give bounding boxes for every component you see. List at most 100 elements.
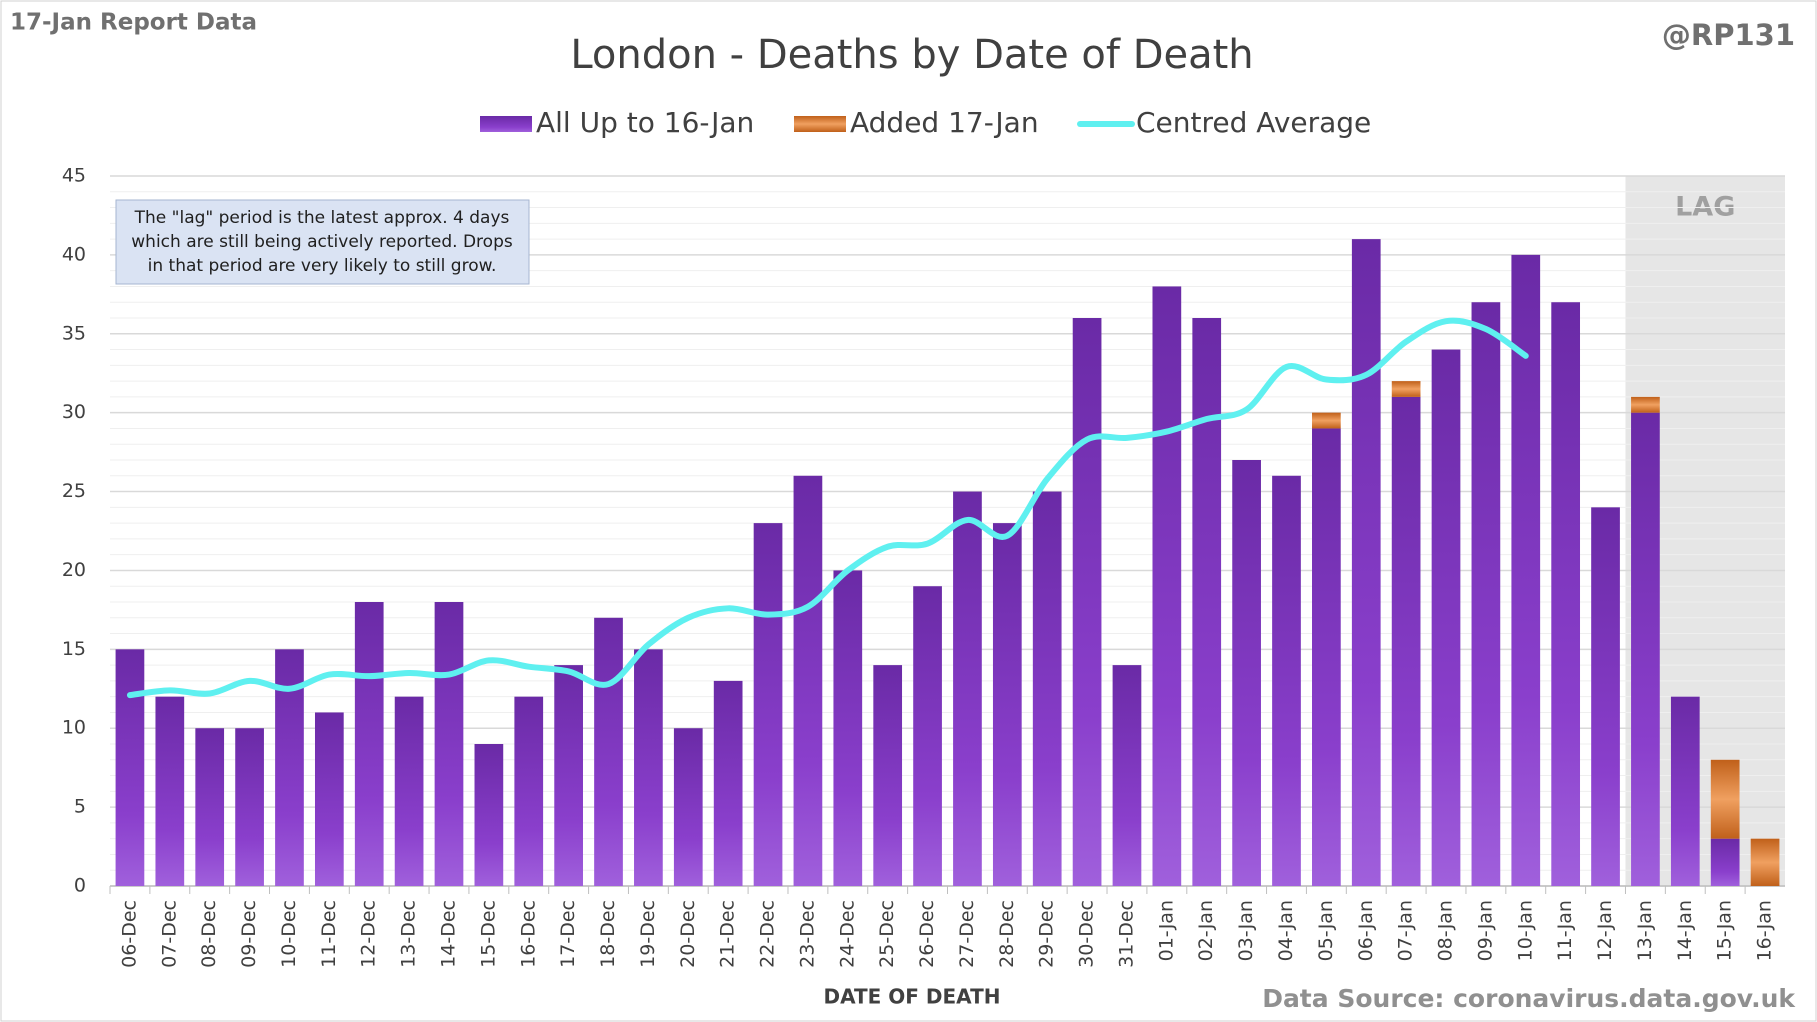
x-tick-label: 19-Dec (637, 900, 659, 968)
bar (115, 649, 145, 886)
y-tick-label: 5 (74, 796, 86, 818)
bar (1072, 318, 1102, 886)
chart-title: London - Deaths by Date of Death (570, 32, 1253, 78)
bar (434, 602, 464, 886)
bar (913, 586, 942, 886)
x-tick-label: 14-Dec (437, 900, 459, 968)
bar (1670, 696, 1700, 886)
bar (1710, 759, 1740, 839)
y-tick-label: 35 (62, 322, 86, 344)
y-tick-label: 10 (62, 717, 86, 739)
bar (1351, 239, 1381, 887)
bar (1551, 302, 1581, 886)
bar (155, 696, 185, 886)
y-tick-label: 20 (62, 559, 86, 581)
x-axis-label: DATE OF DEATH (824, 985, 1001, 1009)
x-tick-label: 03-Jan (1235, 900, 1257, 961)
bar (1112, 665, 1142, 886)
bar (1471, 302, 1501, 886)
x-tick-label: 09-Dec (238, 900, 260, 968)
y-tick-label: 0 (74, 875, 86, 897)
bar (1511, 254, 1541, 886)
average-line (126, 317, 1529, 699)
bar (1232, 460, 1261, 886)
legend-label: Added 17-Jan (850, 106, 1039, 139)
x-tick-label: 21-Dec (717, 900, 739, 968)
x-tick-label: 08-Dec (198, 900, 220, 968)
x-tick-label: 26-Dec (916, 900, 938, 968)
annotation-box (115, 199, 530, 285)
x-tick-label: 22-Dec (757, 900, 779, 968)
y-tick-label: 45 (62, 165, 86, 187)
annotation-text: in that period are very likely to still … (148, 256, 497, 276)
bar (1032, 491, 1062, 886)
bar (992, 523, 1022, 886)
legend-label: Centred Average (1136, 106, 1371, 139)
x-tick-label: 15-Jan (1714, 900, 1736, 961)
y-tick-label: 15 (62, 638, 86, 660)
bar (195, 728, 225, 886)
bar (1631, 396, 1660, 413)
bar (1391, 396, 1421, 886)
x-tick-label: 11-Dec (318, 900, 340, 968)
bar (1710, 838, 1740, 886)
bar (474, 744, 504, 886)
source: Data Source: coronavirus.data.gov.uk (1262, 984, 1796, 1013)
bar (1750, 838, 1780, 886)
x-tick-label: 16-Dec (517, 900, 539, 968)
bar (793, 475, 823, 886)
x-tick-label: 08-Jan (1435, 900, 1457, 961)
bar (833, 570, 863, 886)
x-tick-label: 27-Dec (956, 900, 978, 968)
bar (1312, 428, 1341, 886)
bar (314, 712, 344, 886)
bar (634, 649, 663, 886)
bar (753, 523, 783, 886)
x-tick-label: 06-Dec (118, 900, 140, 968)
x-tick-label: 04-Jan (1275, 900, 1297, 961)
legend-swatch (794, 116, 846, 132)
bar (594, 617, 623, 886)
x-tick-label: 31-Dec (1115, 900, 1137, 968)
x-tick-label: 16-Jan (1754, 900, 1776, 961)
x-tick-label: 28-Dec (996, 900, 1018, 968)
bar (1591, 507, 1620, 886)
author: @RP131 (1662, 18, 1795, 52)
x-tick-label: 24-Dec (836, 900, 858, 968)
x-tick-label: 07-Dec (158, 900, 180, 968)
bar (1631, 412, 1660, 886)
x-tick-label: 13-Jan (1634, 900, 1656, 961)
x-tick-label: 20-Dec (677, 900, 699, 968)
y-tick-label: 25 (62, 480, 86, 502)
annotation-text: The "lag" period is the latest approx. 4… (134, 208, 510, 228)
x-tick-label: 12-Dec (358, 900, 380, 968)
x-tick-label: 02-Jan (1195, 900, 1217, 961)
x-tick-label: 09-Jan (1474, 900, 1496, 961)
bar (1391, 381, 1421, 397)
x-tick-label: 10-Dec (278, 900, 300, 968)
y-tick-label: 40 (62, 243, 86, 265)
x-tick-label: 25-Dec (876, 900, 898, 968)
x-tick-label: 14-Jan (1674, 900, 1696, 961)
y-tick-label: 30 (62, 401, 86, 423)
x-tick-label: 15-Dec (477, 900, 499, 968)
bar (1431, 349, 1461, 886)
x-tick-label: 18-Dec (597, 900, 619, 968)
x-tick-label: 11-Jan (1554, 900, 1576, 961)
x-tick-label: 06-Jan (1355, 900, 1377, 961)
bar (953, 491, 982, 886)
bar (1152, 286, 1182, 886)
bar (235, 728, 264, 886)
x-tick-label: 23-Dec (796, 900, 818, 968)
x-tick-label: 29-Dec (1036, 900, 1058, 968)
x-tick-label: 12-Jan (1594, 900, 1616, 961)
x-tick-label: 07-Jan (1395, 900, 1417, 961)
legend-swatch (480, 116, 532, 132)
bar (673, 728, 703, 886)
lag-label: LAG (1675, 192, 1735, 223)
bar (873, 665, 903, 886)
x-tick-label: 30-Dec (1076, 900, 1098, 968)
bar (1192, 318, 1222, 886)
